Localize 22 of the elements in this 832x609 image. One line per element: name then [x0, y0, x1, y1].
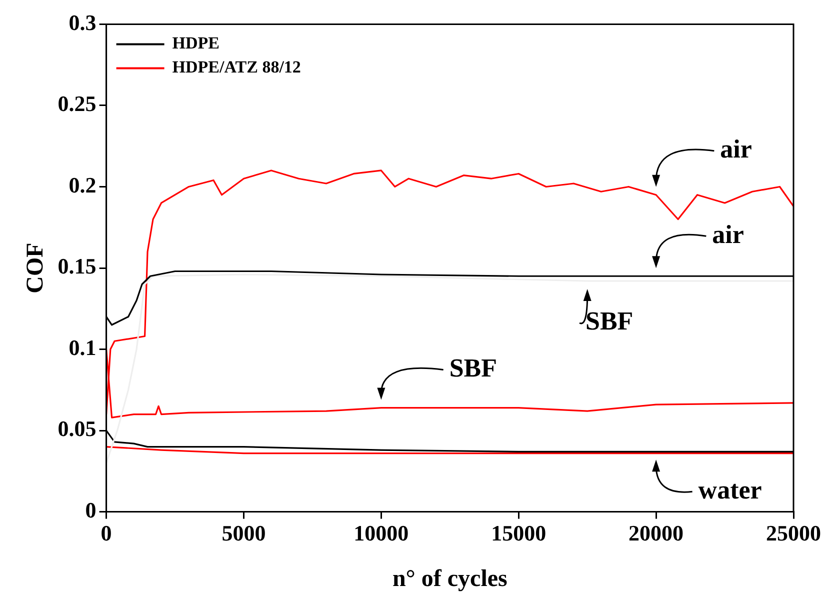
- y-tick-label: 0.1: [68, 334, 96, 360]
- x-tick-label: 20000: [628, 520, 684, 546]
- y-tick-label: 0: [85, 497, 96, 522]
- y-tick-label: 0.2: [68, 172, 96, 198]
- y-tick-label: 0.25: [58, 91, 96, 116]
- legend-label: HDPE: [172, 34, 220, 53]
- x-axis-title: n° of cycles: [392, 566, 508, 592]
- annotation: air: [720, 134, 752, 164]
- y-tick-label: 0.15: [58, 254, 96, 279]
- x-tick-label: 25000: [766, 520, 821, 546]
- x-tick-label: 15000: [491, 520, 546, 546]
- x-tick-label: 0: [100, 520, 112, 546]
- x-tick-label: 10000: [354, 520, 409, 546]
- annotation: SBF: [585, 306, 634, 336]
- legend-label: HDPE/ATZ 88/12: [172, 58, 301, 77]
- annotation: SBF: [449, 353, 498, 382]
- annotation: water: [698, 475, 762, 504]
- y-tick-label: 0.3: [68, 10, 96, 35]
- y-axis-title: COF: [22, 242, 49, 294]
- x-tick-label: 5000: [222, 520, 266, 546]
- y-tick-label: 0.05: [58, 416, 96, 442]
- annotation: air: [712, 220, 744, 249]
